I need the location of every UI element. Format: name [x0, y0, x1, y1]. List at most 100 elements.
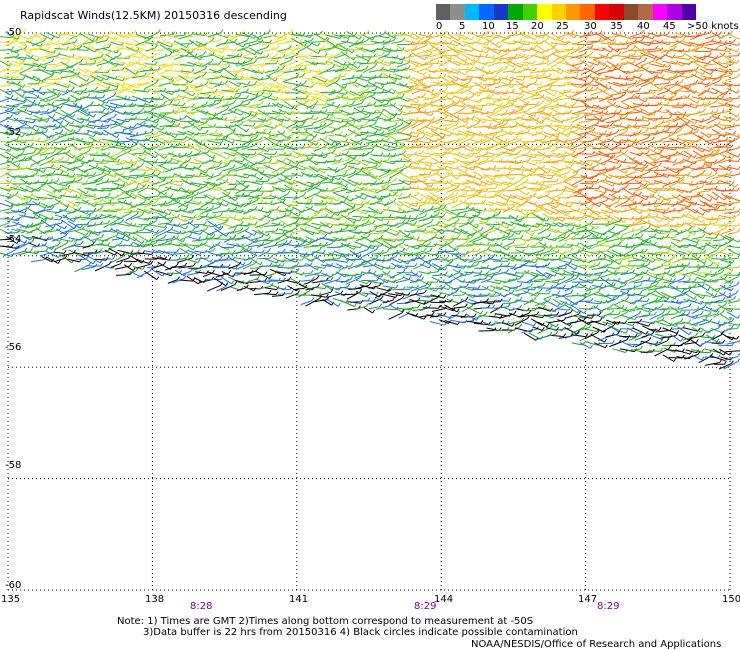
wind-barb [503, 166, 514, 172]
wind-barb [502, 97, 516, 103]
wind-barb-flag [675, 80, 679, 84]
wind-barb [121, 132, 136, 136]
wind-barb [200, 61, 212, 68]
wind-barb [46, 41, 58, 46]
wind-barb-flag [284, 176, 288, 181]
wind-barb-flag [735, 183, 739, 188]
wind-barb [495, 137, 506, 143]
wind-barb [6, 159, 19, 168]
wind-barb-flag [456, 118, 460, 122]
wind-barb [48, 184, 61, 193]
wind-barb [723, 173, 740, 178]
wind-barb-flag [655, 45, 659, 50]
wind-barb-flag [161, 126, 165, 131]
wind-barb-flag [16, 53, 20, 58]
wind-barb [226, 124, 242, 129]
wind-barb [516, 138, 528, 145]
wind-barb-flag [714, 159, 718, 163]
wind-barb-flag [309, 52, 313, 56]
wind-barb-flag [72, 32, 76, 37]
wind-barb-flag [184, 135, 187, 140]
wind-barb-flag [15, 191, 19, 195]
wind-barb [629, 151, 641, 157]
wind-barb [272, 59, 284, 67]
wind-barb [46, 181, 58, 185]
wind-barb [264, 189, 277, 192]
wind-barb [627, 139, 642, 145]
wind-barb-flag [609, 93, 613, 98]
wind-barb-flag [468, 79, 472, 83]
wind-barb-flag [534, 169, 538, 173]
wind-barb-flag [116, 185, 120, 189]
wind-barb [137, 139, 150, 142]
wind-barb [377, 91, 389, 94]
wind-barb-flag [584, 174, 588, 179]
wind-barb [285, 122, 296, 129]
wind-barb-flag [198, 164, 202, 169]
wind-barb-flag [570, 163, 574, 168]
wind-barb-flag [108, 44, 112, 48]
wind-barb [193, 53, 204, 60]
wind-barb [311, 165, 325, 174]
wind-barb [137, 193, 150, 201]
wind-barb [642, 48, 656, 51]
wind-barb-flag [114, 37, 118, 41]
wind-barb [178, 75, 192, 84]
wind-barb [125, 67, 136, 75]
wind-barb-flag [72, 141, 76, 146]
wind-barb [597, 70, 614, 75]
wind-barb [669, 125, 682, 128]
wind-barb [437, 49, 454, 53]
wind-barb-flag [682, 37, 686, 41]
wind-barb [586, 89, 597, 92]
wind-barb [249, 47, 262, 55]
wind-barb [579, 75, 590, 80]
wind-barb-flag [122, 184, 126, 188]
wind-barb-flag [687, 120, 691, 124]
wind-barb-flag [234, 38, 238, 43]
wind-barb-flag [470, 66, 474, 70]
wind-barb-flag [549, 85, 553, 89]
wind-barb-flag [527, 149, 531, 154]
wind-barb-flag [73, 72, 77, 76]
wind-barb-flag [44, 64, 48, 69]
wind-barb [260, 173, 277, 177]
wind-barb-flag [493, 74, 497, 79]
wind-barb-flag [498, 140, 502, 144]
wind-barb-flag [50, 39, 54, 43]
wind-barb [297, 102, 313, 110]
wind-barb [628, 49, 643, 52]
wind-barb [424, 161, 437, 165]
wind-barb [465, 60, 478, 66]
wind-barb [513, 152, 529, 160]
wind-barb-flag [33, 149, 37, 153]
wind-barb-flag [477, 162, 481, 167]
wind-barb [360, 147, 374, 150]
wind-barb-flag [408, 193, 412, 198]
wind-barb-flag [311, 114, 314, 119]
wind-barb [353, 173, 369, 176]
wind-barb-flag [590, 44, 594, 49]
wind-barb-flag [423, 178, 427, 183]
wind-barb-flag [585, 163, 589, 167]
wind-barb [46, 151, 61, 160]
wind-barb-flag [428, 171, 432, 176]
wind-barb [621, 88, 633, 94]
wind-barb [655, 61, 669, 68]
wind-barb-flag [437, 142, 440, 147]
wind-barb-flag [31, 142, 34, 147]
wind-barb [222, 132, 234, 139]
wind-barb [600, 168, 613, 171]
wind-barb-flag [93, 133, 96, 137]
wind-barb-flag [60, 105, 63, 109]
wind-barb [551, 171, 565, 179]
wind-barb [228, 165, 244, 172]
wind-barb-flag [619, 122, 623, 127]
wind-barb [466, 130, 480, 136]
wind-barb-flag [234, 73, 238, 77]
wind-barb-flag [58, 92, 62, 97]
wind-barb [125, 46, 138, 53]
wind-barb [291, 52, 303, 60]
wind-barb [656, 47, 670, 53]
wind-barb [417, 159, 431, 168]
